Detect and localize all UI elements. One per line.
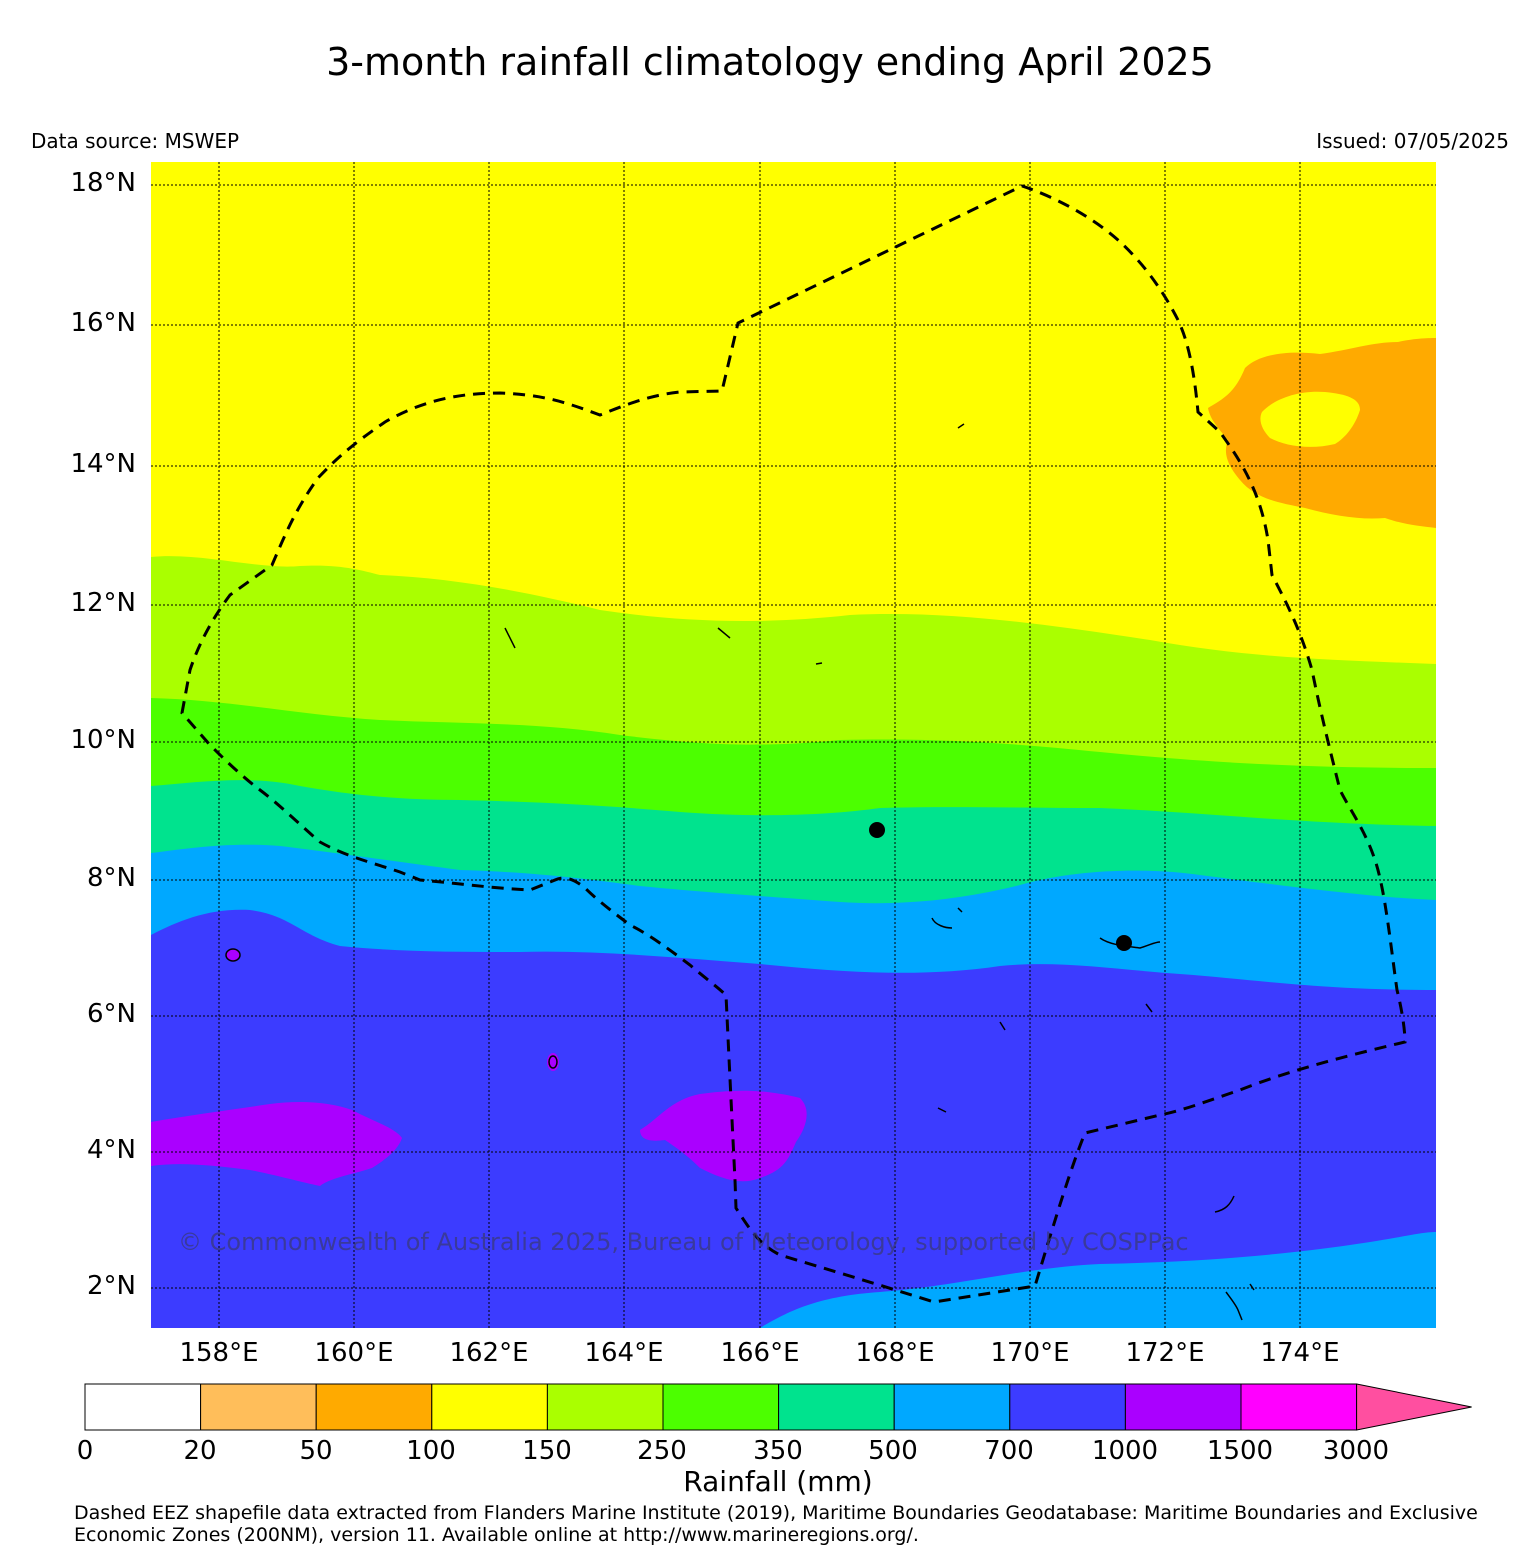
colorbar-title: Rainfall (mm): [683, 1465, 873, 1498]
island-marker-2: [1116, 935, 1132, 951]
map-title: 3-month rainfall climatology ending Apri…: [326, 40, 1214, 84]
lat-label-12n: 12°N: [70, 588, 136, 618]
lon-label-162e: 162°E: [449, 1338, 529, 1368]
lat-label-16n: 16°N: [70, 308, 136, 338]
lat-label-18n: 18°N: [70, 168, 136, 198]
colorbar-tick-3000: 3000: [1322, 1436, 1390, 1466]
colorbar-tick-50: 50: [299, 1436, 333, 1466]
colorbar-tick-100: 100: [406, 1436, 456, 1466]
lon-label-164e: 164°E: [584, 1338, 664, 1368]
patch-1000-1500-west: [151, 1102, 402, 1186]
colorbar-tick-700: 700: [984, 1436, 1034, 1466]
data-source-label: Data source: MSWEP: [31, 129, 240, 153]
lat-label-4n: 4°N: [87, 1135, 136, 1165]
patch-100-150-hole: [1260, 391, 1360, 447]
lat-label-2n: 2°N: [87, 1271, 136, 1301]
lon-label-160e: 160°E: [314, 1338, 394, 1368]
lon-label-170e: 170°E: [990, 1338, 1070, 1368]
footnote: Dashed EEZ shapefile data extracted from…: [74, 1502, 1478, 1546]
colorbar-tick-250: 250: [637, 1436, 687, 1466]
colorbar-tick-1000: 1000: [1091, 1436, 1159, 1466]
colorbar-tick-500: 500: [868, 1436, 918, 1466]
patch-1000-1500-central: [640, 1090, 807, 1182]
lat-label-6n: 6°N: [87, 999, 136, 1029]
lon-label-172e: 172°E: [1125, 1338, 1205, 1368]
lon-label-168e: 168°E: [855, 1338, 935, 1368]
lon-label-174e: 174°E: [1260, 1338, 1340, 1368]
atoll-outlines: [225, 423, 1255, 1321]
colorbar-tick-1500: 1500: [1206, 1436, 1274, 1466]
island-marker-1: [869, 822, 885, 838]
band-500-700-south: [760, 1232, 1436, 1328]
lon-label-166e: 166°E: [720, 1338, 800, 1368]
lon-label-158e: 158°E: [179, 1338, 259, 1368]
patch-1000-1500-small-1: [226, 949, 240, 961]
eez-boundary: [180, 184, 1407, 1304]
lat-label-10n: 10°N: [70, 725, 136, 755]
colorbar-tick-150: 150: [522, 1436, 572, 1466]
lat-label-14n: 14°N: [70, 449, 136, 479]
issued-date-label: Issued: 07/05/2025: [1316, 129, 1509, 153]
colorbar-tick-0: 0: [76, 1436, 94, 1466]
copyright-watermark: © Commonwealth of Australia 2025, Bureau…: [178, 1228, 1189, 1256]
lat-label-8n: 8°N: [87, 863, 136, 893]
colorbar-tick-350: 350: [753, 1436, 803, 1466]
colorbar-tick-20: 20: [183, 1436, 217, 1466]
